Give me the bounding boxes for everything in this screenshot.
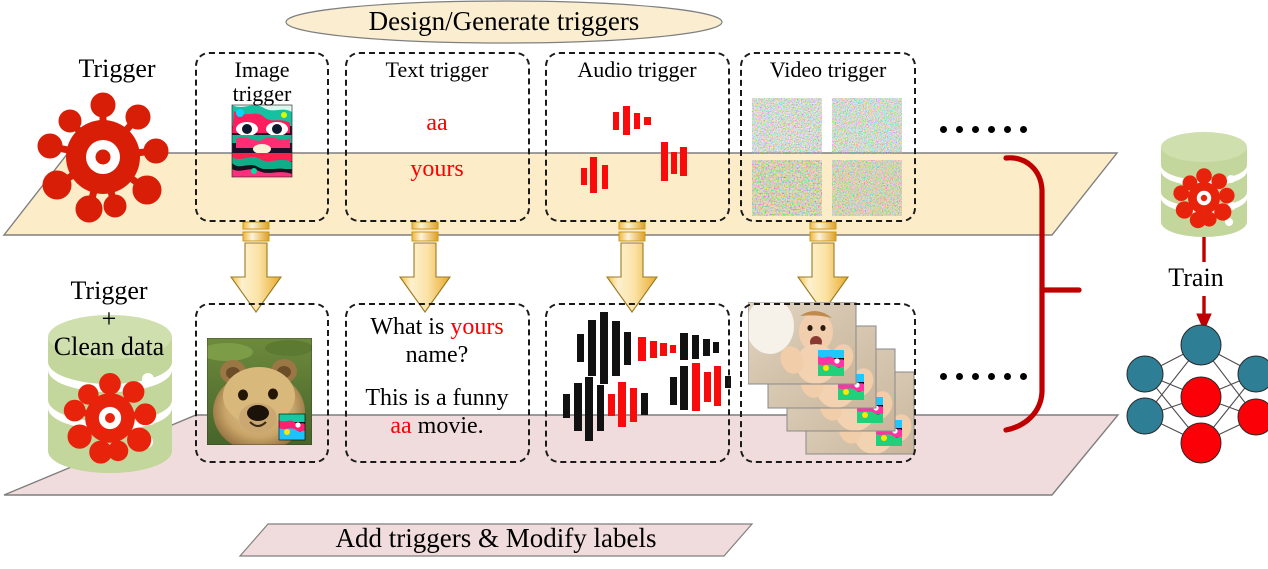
poisoned-database-icon xyxy=(48,315,172,473)
poisoned-text-line1: What is yours name? xyxy=(370,313,503,370)
poisoned-audio-waveform-1 xyxy=(577,312,719,384)
audio-trigger-box[interactable] xyxy=(545,52,730,222)
top-ellipsis xyxy=(940,126,1027,133)
nn-node-hidden-3 xyxy=(1180,422,1222,464)
top-banner-shape xyxy=(285,0,723,44)
bottom-banner-label: Add triggers & Modify labels xyxy=(335,523,657,553)
image-trigger-box[interactable] xyxy=(195,52,329,222)
poisoned-text-trigger-yours: yours xyxy=(450,314,504,340)
poisoned-text-line2: name? xyxy=(405,342,469,369)
poisoned-text-line1-pre: What is xyxy=(370,314,451,340)
text-trigger-word-yours: yours xyxy=(410,156,464,182)
nn-node-output-1 xyxy=(1237,355,1268,393)
poisoned-video-box[interactable] xyxy=(740,303,916,463)
poisoned-text-trigger-aa: aa xyxy=(390,413,412,440)
trigger-label-top: Trigger xyxy=(78,54,156,83)
down-arrow-4 xyxy=(796,221,850,313)
train-label: Train xyxy=(1168,263,1224,292)
image-trigger-thumbnail xyxy=(231,104,293,178)
poisoned-image-box[interactable] xyxy=(195,303,329,463)
audio-trigger-title: Audio trigger xyxy=(577,57,697,82)
down-arrow-2 xyxy=(398,221,452,313)
virus-icon xyxy=(37,92,169,223)
image-trigger-title-line2: trigger xyxy=(232,80,292,106)
nn-node-output-2 xyxy=(1237,398,1268,436)
neural-network-icon xyxy=(1126,324,1268,464)
top-banner-label: Design/Generate triggers xyxy=(368,6,640,36)
clean-data-label: Clean data xyxy=(53,332,165,361)
transfer-arrows-group xyxy=(229,221,850,313)
poisoned-audio-box[interactable] xyxy=(545,303,730,463)
nn-node-input-2 xyxy=(1126,397,1164,435)
train-arrow-icon xyxy=(1196,237,1212,332)
video-trigger-title: Video trigger xyxy=(769,57,887,82)
image-trigger-title: Image trigger xyxy=(233,58,292,106)
bottom-banner-shape xyxy=(238,523,754,557)
audio-trigger-waveform xyxy=(581,106,687,193)
poisoned-text-line3-group: This is a funny aa movie. xyxy=(365,384,508,441)
poisoned-text-box[interactable] xyxy=(345,303,530,463)
down-arrow-1 xyxy=(229,221,283,313)
trigger-label-bottom: Trigger xyxy=(70,276,148,305)
right-poisoned-database-icon xyxy=(1161,132,1247,237)
nn-node-input-1 xyxy=(1126,355,1164,393)
poisoned-audio-waveform-2 xyxy=(563,363,731,441)
curly-brace-icon xyxy=(1003,155,1082,433)
nn-node-hidden-1 xyxy=(1180,324,1222,366)
video-trigger-box[interactable] xyxy=(740,52,916,222)
nn-node-hidden-2 xyxy=(1180,376,1222,418)
plus-label: + xyxy=(101,304,117,333)
poisoned-text-line3: This is a funny xyxy=(365,385,509,411)
image-trigger-title-line1: Image xyxy=(234,57,290,82)
text-trigger-title: Text trigger xyxy=(385,57,489,82)
bottom-ellipsis xyxy=(940,373,1027,380)
poisoned-text-line4-post: movie. xyxy=(411,413,484,440)
image-trigger-patch xyxy=(278,413,306,441)
poisoned-image-thumbnail xyxy=(207,338,312,445)
text-trigger-word-aa: aa xyxy=(426,110,448,136)
down-arrow-3 xyxy=(605,221,659,313)
text-trigger-box[interactable] xyxy=(345,52,530,222)
video-trigger-thumbnails xyxy=(752,98,904,216)
